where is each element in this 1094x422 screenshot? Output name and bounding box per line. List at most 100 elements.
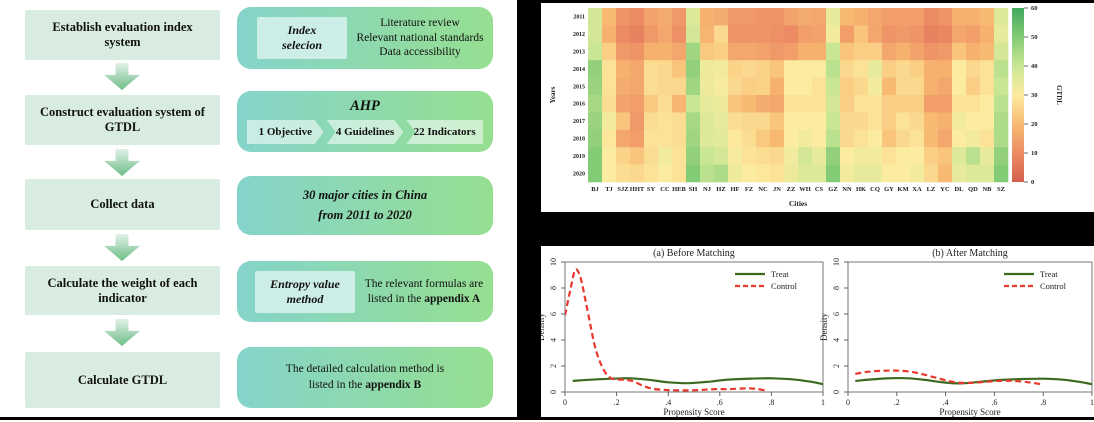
chart-title: (a) Before Matching — [653, 248, 735, 259]
svg-text:NB: NB — [982, 186, 992, 193]
svg-text:0: 0 — [1031, 179, 1034, 186]
svg-text:8: 8 — [549, 286, 558, 290]
series-treat — [572, 377, 823, 386]
appendix-a-ref: appendix A — [424, 292, 481, 305]
svg-text:HF: HF — [730, 186, 739, 193]
svg-text:TJ: TJ — [605, 186, 613, 193]
svg-text:.2: .2 — [614, 398, 620, 407]
svg-text:2018: 2018 — [573, 137, 585, 143]
ahp-chevron-strip: 1 Objective 4 Guidelines 22 Indicators — [247, 120, 484, 144]
svg-text:10: 10 — [1031, 150, 1038, 157]
legend-label: Control — [1040, 281, 1067, 291]
flow-detail-3-box: 30 major cities in China from 2011 to 20… — [237, 176, 493, 235]
flow-detail-2-box: AHP 1 Objective 4 Guidelines 22 Indicato… — [237, 91, 493, 152]
propensity-density-charts: (a) Before Matching 0 2 4 6 8 10 0 .2 .4 .6 .8 1 Dens… — [536, 248, 1094, 417]
svg-text:2013: 2013 — [573, 50, 585, 56]
svg-text:2: 2 — [549, 364, 558, 368]
svg-text:2: 2 — [832, 364, 841, 368]
chevron-segment: 1 Objective — [247, 120, 324, 144]
svg-text:2014: 2014 — [573, 67, 585, 73]
entropy-method-badge: Entropy value method — [255, 270, 355, 313]
svg-text:1: 1 — [1090, 398, 1094, 407]
down-arrow-icon — [104, 149, 140, 176]
svg-text:XA: XA — [912, 186, 922, 193]
density-chart-before: (a) Before Matching 0 2 4 6 8 10 0 .2 .4 .6 .8 1 Dens… — [536, 248, 825, 417]
svg-text:10: 10 — [832, 258, 841, 266]
svg-text:10: 10 — [549, 258, 558, 266]
legend-label: Treat — [1040, 269, 1058, 279]
index-selection-badge: Index selecion — [257, 17, 347, 59]
flow-step-2-label: Construct evaluation system of GTDL — [40, 105, 205, 134]
flow-detail-4-box: Entropy value method The relevant formul… — [237, 261, 493, 322]
svg-text:60: 60 — [1031, 5, 1038, 12]
x-axis-label: Propensity Score — [939, 407, 1000, 417]
ahp-title: AHP — [350, 98, 380, 114]
heatmap-ylabel: Years — [549, 86, 557, 103]
heatmap-y-labels: 2011 2012 2013 2014 2015 2016 2017 2018 2019 2020 — [573, 15, 585, 178]
flow-detail-1-box: Index selecion Literature review Relevan… — [237, 7, 493, 69]
svg-text:6: 6 — [549, 312, 558, 316]
svg-text:8: 8 — [832, 286, 841, 290]
index-selection-sources: Literature review Relevant national stan… — [356, 16, 484, 59]
middle-divider — [541, 212, 1094, 246]
flow-step-2-box: Construct evaluation system of GTDL — [25, 95, 220, 145]
svg-text:ZZ: ZZ — [787, 186, 796, 193]
svg-text:JN: JN — [773, 186, 781, 193]
density-panel: (a) Before Matching 0 2 4 6 8 10 0 .2 .4 .6 .8 1 Dens… — [536, 246, 1094, 417]
svg-text:SJZ: SJZ — [617, 186, 628, 193]
appendix-b-ref: appendix B — [365, 378, 422, 391]
svg-text:DL: DL — [954, 186, 964, 193]
heatmap-panel: 2011 2012 2013 2014 2015 2016 2017 2018 2019 2020… — [541, 3, 1094, 212]
flow-step-3-label: Collect data — [90, 197, 155, 211]
svg-text:2020: 2020 — [573, 171, 585, 177]
legend-label: Treat — [771, 269, 789, 279]
svg-text:0: 0 — [549, 390, 558, 394]
svg-text:LZ: LZ — [927, 186, 936, 193]
entropy-method-note: The relevant formulas are listed in the … — [364, 277, 484, 305]
chevron-segment: 22 Indicators — [406, 120, 484, 144]
svg-text:HEB: HEB — [672, 186, 686, 193]
top-divider — [541, 0, 1094, 3]
chevron-segment: 4 Guidelines — [327, 120, 404, 144]
heatmap-xlabel: Cities — [789, 199, 807, 208]
svg-text:2019: 2019 — [573, 154, 585, 160]
svg-text:QD: QD — [968, 186, 978, 193]
flow-step-3-box: Collect data — [25, 179, 220, 230]
x-axis-label: Propensity Score — [663, 407, 724, 417]
svg-text:SH: SH — [689, 186, 698, 193]
flow-step-5-box: Calculate GTDL — [25, 352, 220, 408]
svg-text:20: 20 — [1031, 121, 1038, 128]
svg-text:FZ: FZ — [745, 186, 753, 193]
svg-text:.2: .2 — [894, 398, 900, 407]
svg-text:0: 0 — [832, 390, 841, 394]
svg-text:2017: 2017 — [573, 119, 585, 125]
svg-text:.6: .6 — [717, 398, 723, 407]
svg-text:HK: HK — [856, 186, 866, 193]
svg-text:2016: 2016 — [573, 102, 585, 108]
svg-text:2012: 2012 — [573, 32, 585, 38]
svg-text:.4: .4 — [943, 398, 949, 407]
flow-step-1-box: Establish evaluation index system — [25, 10, 220, 60]
svg-text:CS: CS — [815, 186, 824, 193]
heatmap-cells — [588, 8, 1009, 183]
svg-text:CQ: CQ — [870, 186, 880, 193]
svg-text:HZ: HZ — [716, 186, 725, 193]
down-arrow-icon — [104, 319, 140, 346]
heatmap-x-labels: BJ TJ SJZ HHT SY CC HEB SH NJ HZ HF FZ NC JN ZZ WH CS GZ N… — [591, 186, 1005, 193]
legend-label: Control — [771, 281, 798, 291]
flow-step-4-box: Calculate the weight of each indicator — [25, 266, 220, 315]
svg-text:.8: .8 — [1040, 398, 1046, 407]
svg-text:.4: .4 — [665, 398, 671, 407]
down-arrow-icon — [104, 63, 140, 90]
flowchart-panel: Establish evaluation index system Index … — [0, 0, 517, 417]
flow-step-4-label: Calculate the weight of each indicator — [47, 275, 198, 305]
svg-text:.6: .6 — [991, 398, 997, 407]
svg-text:4: 4 — [549, 338, 558, 342]
svg-text:.8: .8 — [768, 398, 774, 407]
svg-text:GY: GY — [884, 186, 894, 193]
svg-text:NJ: NJ — [703, 186, 712, 193]
flow-detail-5-box: The detailed calculation method is liste… — [237, 347, 493, 408]
svg-text:30: 30 — [1031, 92, 1038, 99]
svg-text:YC: YC — [940, 186, 950, 193]
y-axis-label: Density — [541, 313, 546, 341]
